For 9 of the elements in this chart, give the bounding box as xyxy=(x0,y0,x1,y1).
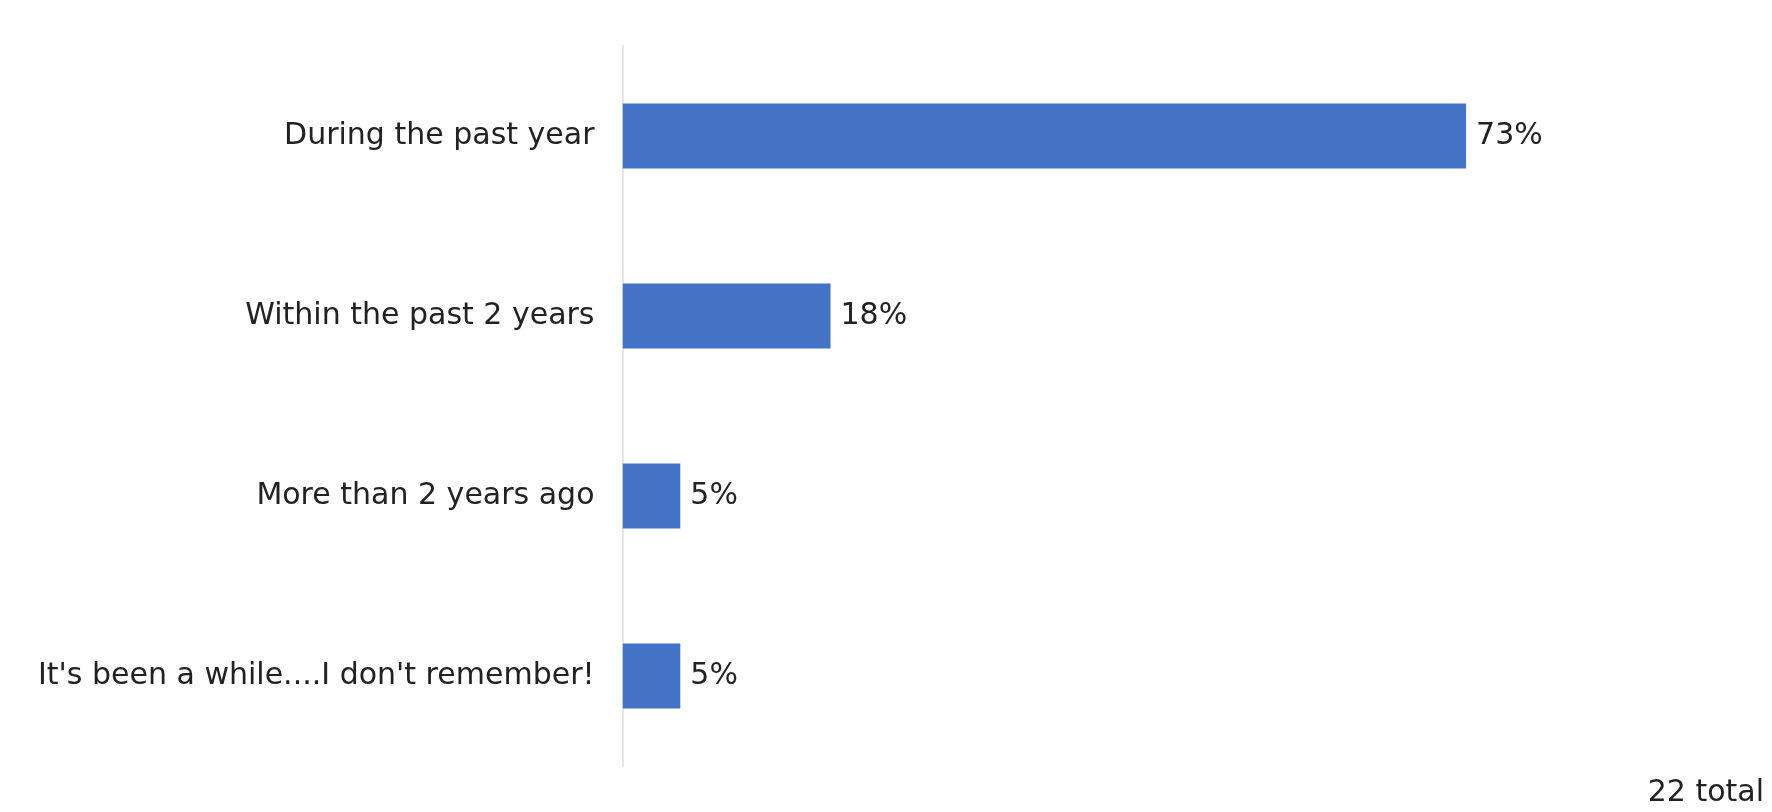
data-label: 73% xyxy=(1476,115,1543,151)
y-tick-label: Within the past 2 years xyxy=(245,295,595,331)
y-tick-label: More than 2 years ago xyxy=(256,475,595,511)
data-label: 5% xyxy=(690,475,738,511)
text: 22 total xyxy=(1647,772,1764,808)
data-label: 18% xyxy=(840,295,908,331)
y-tick-label: During the past year xyxy=(284,115,596,151)
data-label: 5% xyxy=(690,655,738,691)
y-tick-label: It's been a while....I don't remember! xyxy=(37,655,595,691)
